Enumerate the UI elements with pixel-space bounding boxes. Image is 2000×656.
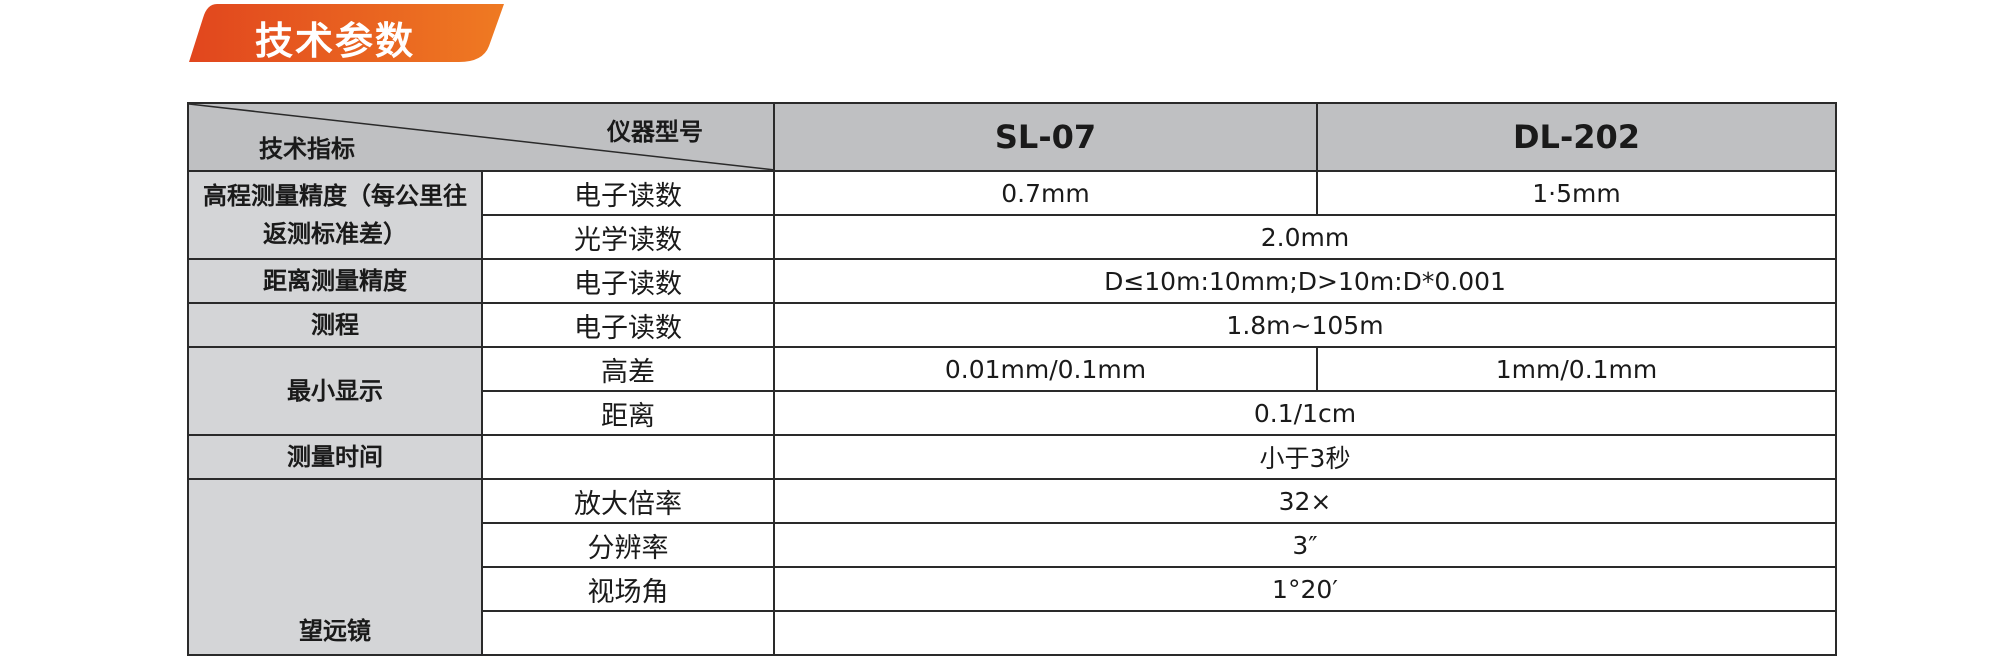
table-row: 距离 0.1/1cm [188,390,1837,436]
row-sublabel-empty [481,434,775,480]
row-label: 最小显示 [187,346,483,436]
table-row: 测程 电子读数 1.8m~105m [187,302,1837,348]
cell-value: 32× [773,478,1837,524]
table-row: 视场角 1°20′ [188,566,1837,612]
row-label: 测程 [187,302,483,348]
row-sublabel: 视场角 [481,566,775,612]
cell-value: 1mm/0.1mm [1316,346,1837,392]
section-title-banner: 技术参数 [189,4,504,63]
column-header-label: 仪器型号 [607,118,703,146]
row-sublabel: 光学读数 [481,214,775,260]
banner-shape [189,4,504,62]
row-sublabel-empty [481,610,775,656]
cell-value: 0.01mm/0.1mm [773,346,1318,392]
row-label: 高程测量精度（每公里往返测标准差） [187,170,483,260]
cell-value: 小于3秒 [773,434,1837,480]
table-row: 分辨率 3″ [188,522,1837,568]
row-header-label: 技术指标 [259,135,355,163]
row-sublabel: 电子读数 [481,170,775,216]
table-row: 高程测量精度（每公里往返测标准差） 电子读数 0.7mm 1·5mm [187,170,1837,260]
row-sublabel: 电子读数 [481,258,775,304]
cell-value: D≤10m:10mm;D>10m:D*0.001 [773,258,1837,304]
table-row: 最小显示 高差 0.01mm/0.1mm 1mm/0.1mm [187,346,1837,436]
table-row: 距离测量精度 电子读数 D≤10m:10mm;D>10m:D*0.001 [187,258,1837,304]
table-row: 光学读数 2.0mm [188,214,1837,260]
cell-value: 2.0mm [773,214,1837,260]
row-sublabel: 分辨率 [481,522,775,568]
model-header-dl202: DL-202 [1316,102,1837,172]
cell-value: 1·5mm [1316,170,1837,216]
diagonal-line [191,105,772,169]
cell-value-empty [773,610,1837,656]
cell-value: 0.7mm [773,170,1318,216]
row-label: 望远镜 [187,478,483,656]
row-label: 距离测量精度 [187,258,483,304]
spec-table: 技术指标 仪器型号 SL-07 DL-202 高程测量精度（每公里往返测标准差）… [187,102,1837,656]
corner-header: 技术指标 仪器型号 [187,102,775,172]
model-header-sl07: SL-07 [773,102,1318,172]
row-sublabel: 距离 [481,390,775,436]
section-title: 技术参数 [255,19,416,63]
cell-value: 0.1/1cm [773,390,1837,436]
row-sublabel: 高差 [481,346,775,392]
table-row: 测量时间 小于3秒 [187,434,1837,480]
cell-value: 1°20′ [773,566,1837,612]
cell-value: 3″ [773,522,1837,568]
row-sublabel: 放大倍率 [481,478,775,524]
table-header-row: 技术指标 仪器型号 SL-07 DL-202 [187,102,1837,172]
row-label: 测量时间 [187,434,483,480]
table-row: 望远镜 放大倍率 32× [187,478,1837,656]
row-sublabel: 电子读数 [481,302,775,348]
cell-value: 1.8m~105m [773,302,1837,348]
